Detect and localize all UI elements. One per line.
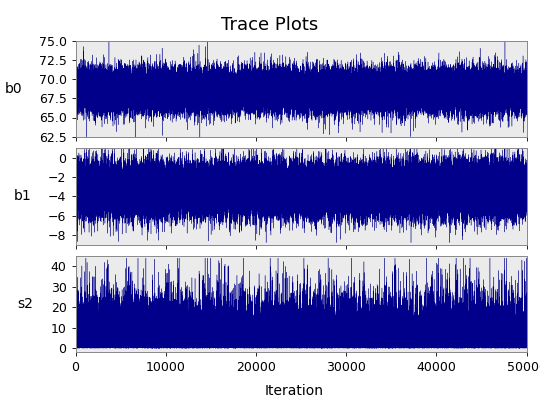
Y-axis label: b0: b0: [5, 82, 22, 96]
Text: Trace Plots: Trace Plots: [221, 16, 319, 34]
Y-axis label: b1: b1: [14, 190, 32, 203]
Y-axis label: s2: s2: [18, 297, 33, 311]
Text: Iteration: Iteration: [265, 384, 324, 398]
